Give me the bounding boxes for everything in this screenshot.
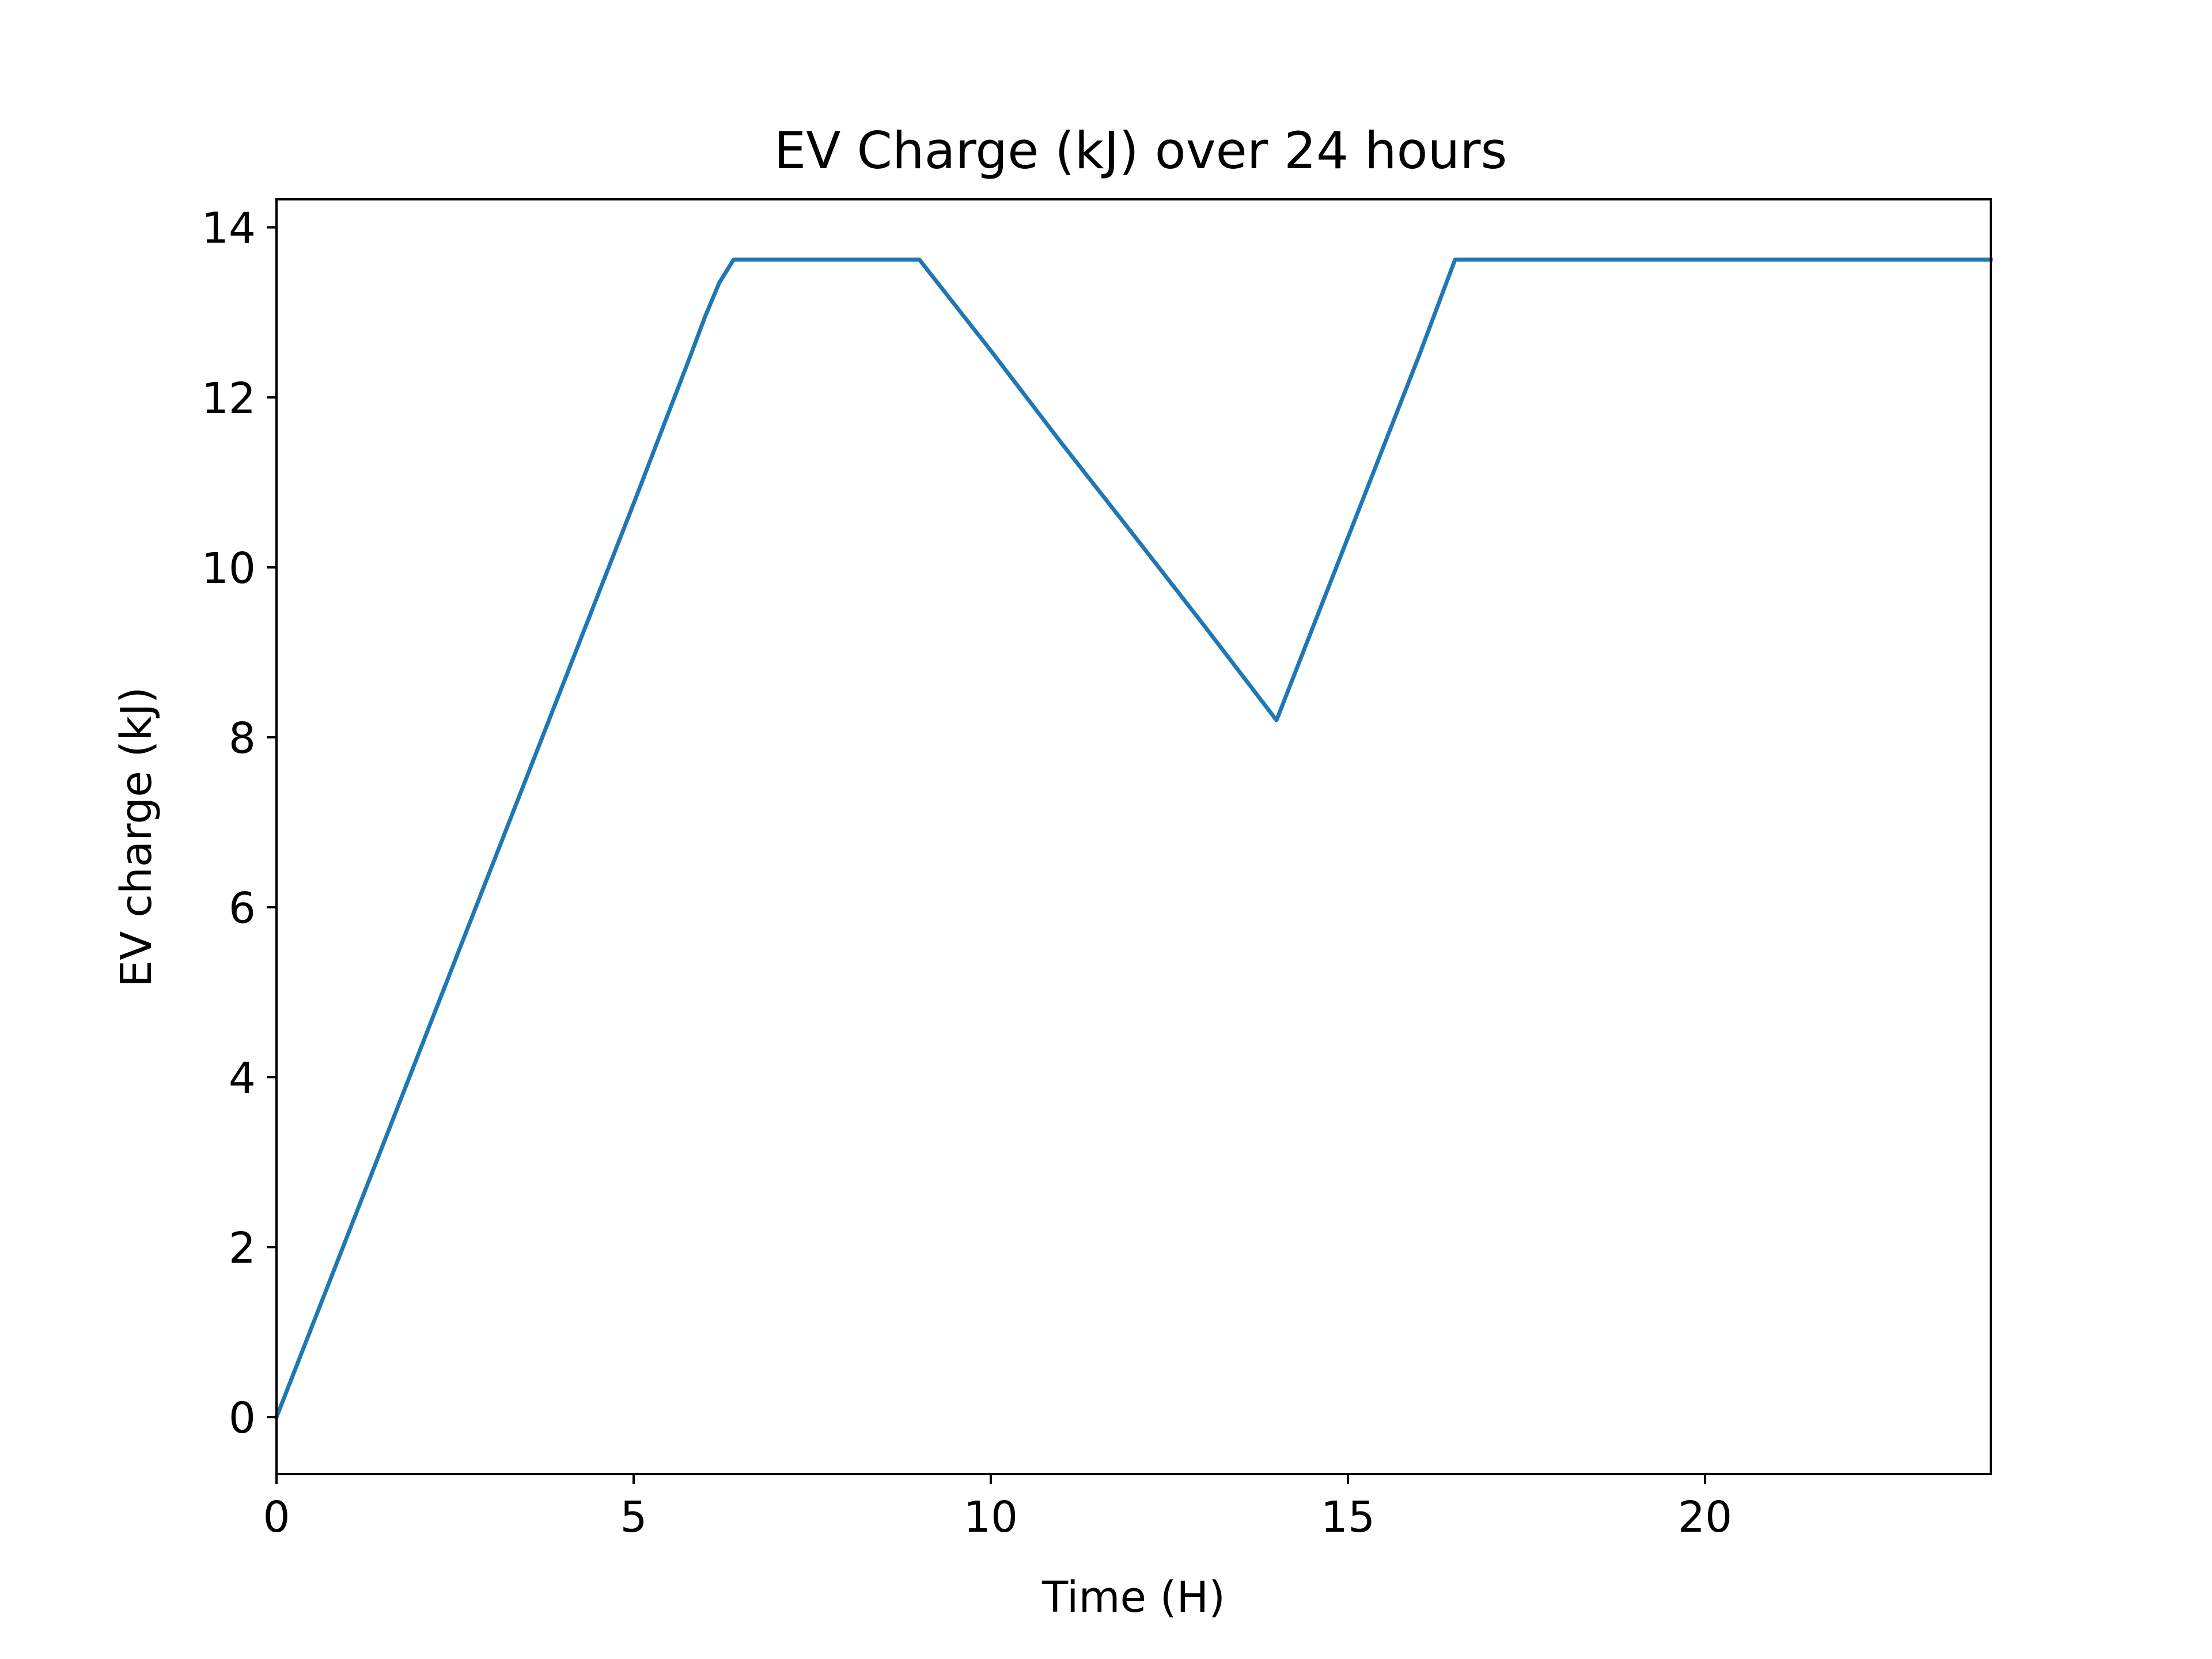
y-tick-label: 2 — [229, 1224, 256, 1273]
x-axis-label: Time (H) — [1041, 1573, 1225, 1622]
plot-area — [274, 198, 1993, 1475]
y-tick-label: 14 — [202, 204, 256, 253]
x-tick-label: 10 — [964, 1493, 1018, 1542]
y-axis-label: EV charge (kJ) — [112, 687, 161, 987]
y-tick-label: 10 — [202, 544, 256, 593]
x-tick-label: 5 — [620, 1493, 647, 1542]
series-line — [274, 257, 1993, 1420]
chart-title: EV Charge (kJ) over 24 hours — [774, 121, 1508, 180]
y-tick-label: 0 — [229, 1393, 256, 1443]
y-tick-label: 8 — [229, 714, 256, 763]
x-tick-label: 0 — [263, 1493, 290, 1542]
y-axis: 0 2 4 6 8 10 12 14 — [202, 204, 276, 1443]
axes-frame — [275, 198, 1992, 1475]
y-tick-label: 4 — [229, 1054, 256, 1103]
x-axis: 0 5 10 15 20 — [263, 1474, 1732, 1542]
x-tick-label: 20 — [1678, 1493, 1732, 1542]
series-layer — [274, 257, 1993, 1420]
y-tick-label: 12 — [202, 374, 256, 423]
x-tick-label: 15 — [1321, 1493, 1375, 1542]
y-tick-label: 6 — [229, 884, 256, 933]
